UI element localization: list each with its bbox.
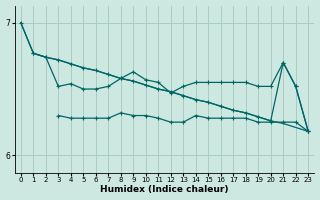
X-axis label: Humidex (Indice chaleur): Humidex (Indice chaleur)	[100, 185, 229, 194]
